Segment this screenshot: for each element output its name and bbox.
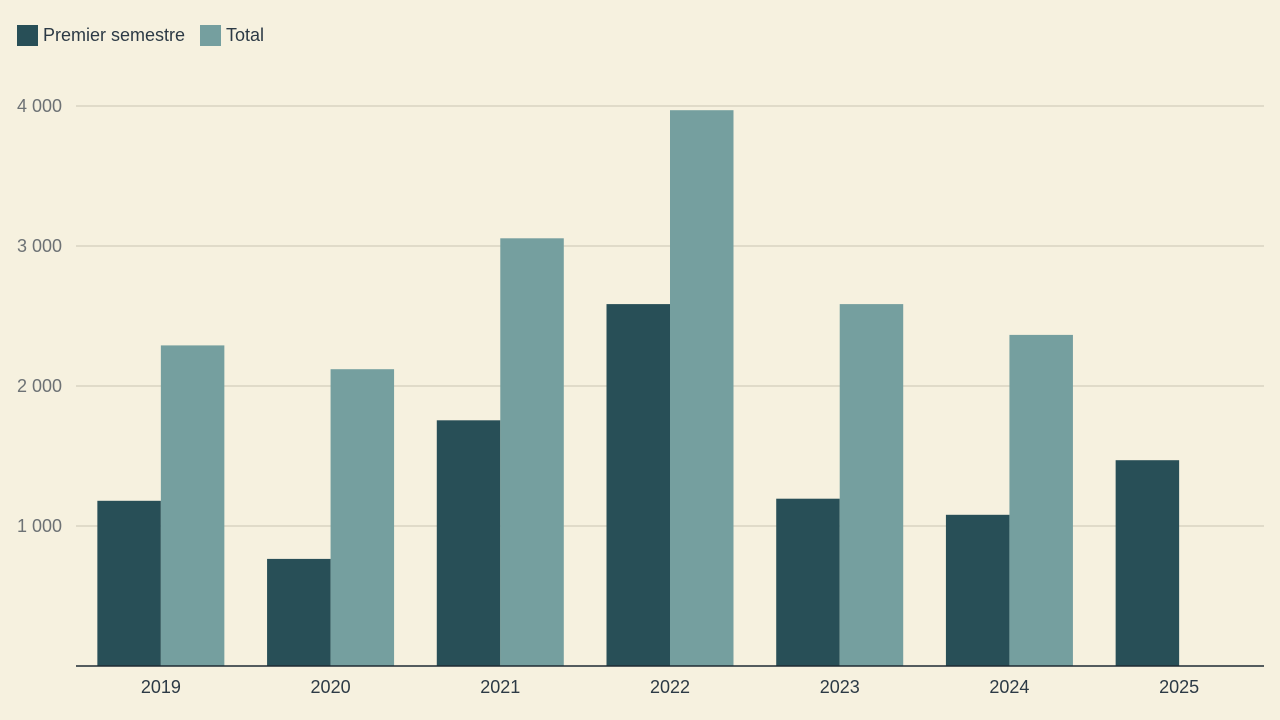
legend-swatch-premier-semestre — [17, 25, 38, 46]
bar-total-2021 — [500, 238, 564, 667]
x-tick-label: 2020 — [311, 677, 351, 697]
bar-total-2019 — [160, 345, 225, 666]
legend-item-total: Total — [200, 25, 264, 46]
x-tick-label: 2019 — [141, 677, 181, 697]
bar-premier-semestre-2021 — [436, 420, 501, 666]
bar-premier-semestre-2019 — [97, 500, 161, 666]
bar-total-2020 — [330, 369, 395, 666]
bar-total-2022 — [670, 110, 734, 666]
legend-swatch-total — [200, 25, 222, 46]
bar-premier-semestre-2024 — [945, 514, 1010, 666]
bar-total-2023 — [839, 304, 904, 666]
legend-label-premier-semestre: Premier semestre — [43, 25, 186, 45]
x-tick-label: 2021 — [480, 677, 520, 697]
legend: Premier semestre Total — [17, 25, 279, 46]
x-tick-label: 2023 — [820, 677, 860, 697]
bar-premier-semestre-2023 — [776, 498, 840, 666]
y-tick-label: 4 000 — [17, 96, 62, 116]
bar-premier-semestre-2025 — [1115, 460, 1180, 666]
legend-item-premier-semestre: Premier semestre — [17, 25, 185, 46]
legend-label-total: Total — [226, 25, 265, 45]
bar-premier-semestre-2020 — [267, 558, 331, 666]
bar-premier-semestre-2022 — [606, 304, 670, 666]
x-tick-label: 2022 — [650, 677, 690, 697]
x-tick-label: 2024 — [989, 677, 1029, 697]
y-tick-label: 3 000 — [17, 236, 62, 256]
x-tick-label: 2025 — [1159, 677, 1199, 697]
y-tick-label: 2 000 — [17, 376, 62, 396]
bar-total-2024 — [1009, 334, 1073, 666]
y-tick-label: 1 000 — [17, 516, 62, 536]
